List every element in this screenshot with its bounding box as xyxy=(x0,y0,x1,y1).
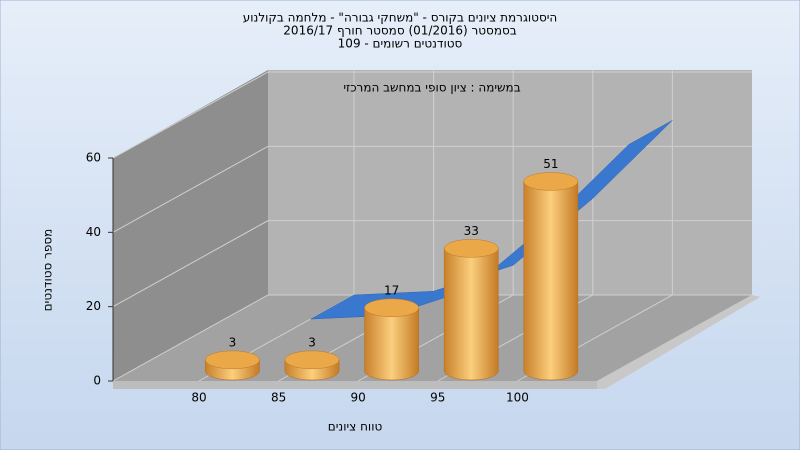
x-tick-label: 100 xyxy=(506,391,529,405)
floor-edge xyxy=(113,381,597,389)
y-axis-label: מספר סטודנטים xyxy=(41,229,55,312)
bar xyxy=(523,172,579,381)
annotation: במשימה : ציון סופי במחשב המרכזי xyxy=(343,81,520,95)
bar-top xyxy=(364,298,419,318)
x-tick-label: 90 xyxy=(351,391,366,405)
bar xyxy=(284,350,340,381)
floor xyxy=(113,295,752,381)
bar xyxy=(205,350,260,381)
line-ribbon xyxy=(310,120,673,320)
x-tick-label: 80 xyxy=(191,391,206,405)
chart-subtitle: בסמסטר (01/2016) סמסטר חורף 2016/17 xyxy=(283,24,516,38)
value-label: 33 xyxy=(464,224,479,238)
y-tick-label: 40 xyxy=(86,225,101,239)
bar-top xyxy=(523,172,579,191)
bar-top xyxy=(205,350,260,370)
x-tick-label: 85 xyxy=(271,391,286,405)
grid-line xyxy=(112,220,752,308)
bar-body xyxy=(364,307,419,381)
bar-body xyxy=(443,248,499,381)
bar-top xyxy=(284,350,340,370)
chart-title: היסטוגרמת ציונים בקורס - "משחקי גבורה" -… xyxy=(243,11,558,25)
side-wall xyxy=(113,70,268,381)
y-tick-label: 20 xyxy=(86,299,101,313)
value-label: 3 xyxy=(229,335,237,349)
grid-line xyxy=(112,71,752,159)
bar xyxy=(364,298,419,381)
x-axis-label: טווח ציונים xyxy=(328,420,383,434)
y-tick-label: 0 xyxy=(93,374,101,388)
y-tick-label: 60 xyxy=(86,151,101,165)
floor-edge xyxy=(597,295,760,389)
bar-top xyxy=(443,239,499,258)
x-tick-label: 95 xyxy=(430,391,445,405)
bar xyxy=(443,239,499,381)
value-label: 51 xyxy=(543,157,558,171)
back-wall xyxy=(268,70,752,295)
bar-body xyxy=(523,181,579,381)
value-label: 17 xyxy=(384,283,399,297)
grid-line xyxy=(112,294,752,382)
value-label: 3 xyxy=(308,335,316,349)
grid-line xyxy=(112,145,752,233)
chart-subtitle: סטודנטים רשומים - 109 xyxy=(338,37,463,51)
